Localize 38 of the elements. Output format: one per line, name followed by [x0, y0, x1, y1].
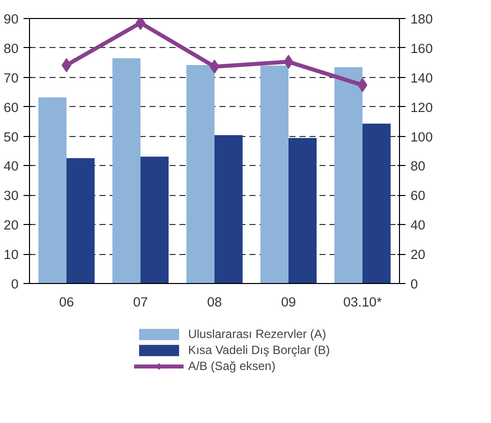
bar: [66, 158, 95, 284]
x-tick-label: 08: [207, 294, 222, 310]
x-tick-label: 06: [59, 294, 74, 310]
y2-tick-label: 60: [410, 188, 426, 204]
y-tick-label: 70: [4, 70, 19, 86]
legend-label: Kısa Vadeli Dış Borçlar (B): [188, 342, 330, 356]
bar: [334, 67, 362, 284]
bar: [186, 65, 214, 284]
x-tick-label: 09: [281, 294, 296, 310]
y2-tick-label: 100: [410, 129, 433, 144]
y-tick-label: 90: [4, 12, 19, 26]
legend-label: Uluslararası Rezervler (A): [188, 326, 326, 340]
bar: [288, 138, 317, 284]
y2-tick-label: 140: [410, 70, 433, 86]
y2-tick-label: 80: [410, 158, 426, 174]
y2-tick-label: 120: [410, 100, 433, 115]
y2-tick-label: 180: [410, 12, 433, 26]
y-tick-label: 20: [4, 218, 19, 233]
bar: [112, 58, 140, 284]
y-tick-label: 0: [11, 276, 19, 292]
y-tick-label: 40: [4, 158, 19, 174]
y-tick-label: 50: [4, 129, 19, 144]
y-tick-label: 10: [4, 247, 19, 262]
y2-tick-label: 20: [410, 247, 426, 262]
y-tick-label: 80: [4, 40, 19, 56]
y-tick-label: 30: [4, 188, 19, 204]
y2-tick-label: 40: [410, 218, 426, 233]
bar: [362, 124, 391, 284]
x-tick-label: 03.10*: [343, 294, 382, 310]
y-tick-label: 60: [4, 100, 19, 115]
bar: [260, 66, 288, 284]
bar: [214, 135, 243, 284]
bar: [140, 156, 169, 284]
x-tick-label: 07: [133, 294, 148, 310]
y2-tick-label: 0: [410, 276, 418, 292]
bar: [38, 97, 66, 284]
legend-label: A/B (Sağ eksen): [188, 358, 276, 372]
y2-tick-label: 160: [410, 40, 433, 56]
